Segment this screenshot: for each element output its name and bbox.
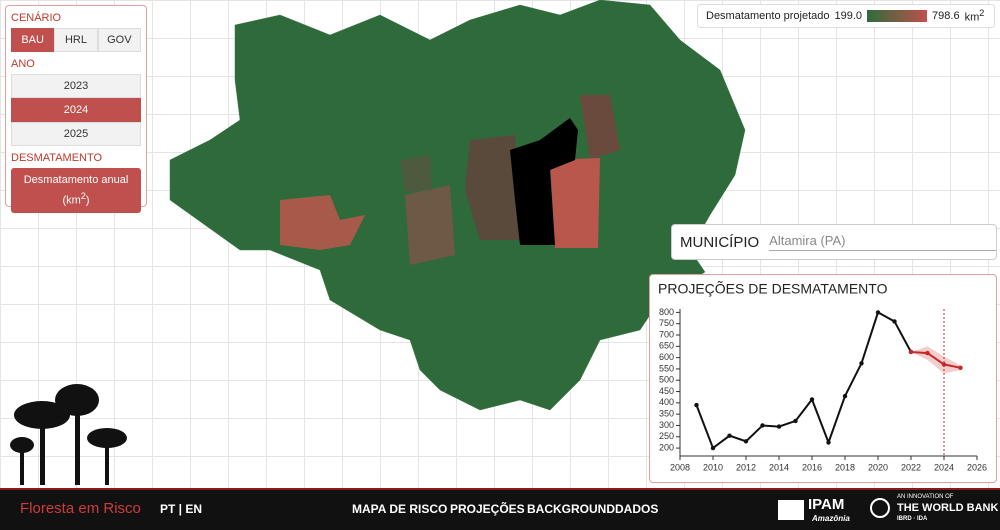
data-point xyxy=(743,439,749,444)
x-tick-label: 2010 xyxy=(703,462,723,472)
data-point xyxy=(908,349,914,355)
y-tick-label: 650 xyxy=(659,341,674,351)
municipio-input[interactable]: Altamira (PA) xyxy=(769,233,996,251)
municipality xyxy=(465,135,520,240)
ano-option[interactable]: 2025 xyxy=(11,122,141,146)
lang-switch[interactable]: PT | EN xyxy=(160,502,203,516)
data-point xyxy=(809,397,815,402)
ano-option[interactable]: 2023 xyxy=(11,74,141,98)
desmatamento-button[interactable]: Desmatamento anual (km2) xyxy=(11,168,141,213)
ipam-name: IPAM xyxy=(808,496,845,513)
data-point xyxy=(941,362,947,367)
y-tick-label: 600 xyxy=(659,352,674,362)
cenario-option[interactable]: GOV xyxy=(97,28,141,52)
data-point xyxy=(760,423,765,428)
worldbank-sub: IBRD · IDA xyxy=(897,516,928,522)
legend-unit: km2 xyxy=(965,8,985,24)
data-point xyxy=(892,319,897,324)
cenario-options: BAU HRL GOV xyxy=(11,28,141,52)
series-line xyxy=(695,310,912,450)
y-tick-label: 750 xyxy=(659,318,674,328)
y-tick-label: 400 xyxy=(659,397,674,407)
sidebar: CENÁRIO BAU HRL GOV ANO 2023 2024 2025 DESMA… xyxy=(5,5,147,213)
chart-title: PROJEÇÕES DE DESMATAMENTO xyxy=(658,281,888,297)
nav-item[interactable]: BACKGROUND xyxy=(527,502,615,516)
y-tick-label: 300 xyxy=(659,420,674,430)
x-tick-label: 2016 xyxy=(802,462,822,472)
data-point xyxy=(875,310,881,315)
x-tick-label: 2014 xyxy=(769,462,789,472)
ano-option[interactable]: 2024 xyxy=(11,98,141,122)
y-tick-label: 550 xyxy=(659,363,674,373)
nav-item[interactable]: MAPA DE RISCO xyxy=(352,502,448,516)
unit: (km xyxy=(62,194,81,207)
worldbank-pre: AN INNOVATION OF xyxy=(897,494,954,500)
data-point xyxy=(710,445,716,451)
municipality xyxy=(400,155,432,192)
data-point xyxy=(776,424,782,429)
data-point xyxy=(727,433,732,438)
data-point xyxy=(793,418,798,424)
y-tick-label: 700 xyxy=(659,329,674,339)
ano-options: 2023 2024 2025 xyxy=(11,74,141,146)
unit-power: 2 xyxy=(80,191,86,201)
y-tick-label: 500 xyxy=(659,375,674,385)
nav-item[interactable]: PROJEÇÕES xyxy=(450,502,525,516)
desmatamento-label: DESMATAMENTO xyxy=(11,152,103,164)
cenario-option[interactable]: HRL xyxy=(54,28,98,52)
tree-illustration xyxy=(10,384,127,485)
nav-item[interactable]: DADOS xyxy=(615,502,659,516)
unit: ) xyxy=(85,194,90,207)
data-point xyxy=(958,365,963,370)
x-tick-label: 2012 xyxy=(736,462,756,472)
y-tick-label: 200 xyxy=(659,442,674,452)
data-point xyxy=(842,393,848,399)
brand[interactable]: Floresta em Risco xyxy=(20,500,141,517)
municipio-panel: MUNICÍPIO Altamira (PA) xyxy=(671,224,997,260)
legend-min: 199.0 xyxy=(834,10,863,22)
x-tick-label: 2018 xyxy=(835,462,855,472)
x-tick-label: 2026 xyxy=(967,462,987,472)
legend-title: Desmatamento projetado xyxy=(706,10,830,22)
ipam-sub: Amazônia xyxy=(812,514,850,523)
worldbank-name: THE WORLD BANK xyxy=(897,502,999,514)
y-tick-label: 350 xyxy=(659,409,674,419)
x-tick-label: 2008 xyxy=(670,462,690,472)
legend-gradient xyxy=(867,10,928,22)
x-tick-label: 2024 xyxy=(934,462,954,472)
y-tick-label: 800 xyxy=(659,307,674,317)
map xyxy=(10,0,746,485)
legend: Desmatamento projetado 199.0 798.6 km2 xyxy=(697,4,995,28)
y-tick-label: 450 xyxy=(659,386,674,396)
chart-panel: PROJEÇÕES DE DESMATAMENTO 200 250 300 350 40… xyxy=(649,274,997,483)
ipam-icon xyxy=(778,500,804,520)
worldbank-icon xyxy=(870,498,890,518)
button-text: Desmatamento anual xyxy=(23,174,129,186)
municipio-label: MUNICÍPIO xyxy=(680,233,760,251)
municipality xyxy=(405,185,455,265)
data-point xyxy=(826,440,831,445)
cenario-label: CENÁRIO xyxy=(11,12,62,24)
x-tick-label: 2022 xyxy=(901,462,921,472)
cenario-option[interactable]: BAU xyxy=(11,28,55,52)
footer: Floresta em Risco PT | EN MAPA DE RISCO P… xyxy=(0,488,1000,530)
data-point xyxy=(859,361,864,366)
ano-label: ANO xyxy=(11,58,35,70)
municipality xyxy=(550,158,600,248)
municipality xyxy=(280,195,365,250)
municipality xyxy=(580,95,620,160)
data-point xyxy=(694,402,699,408)
legend-max: 798.6 xyxy=(932,10,960,22)
unit-power: 2 xyxy=(979,8,985,19)
series-line xyxy=(910,350,961,369)
y-tick-label: 250 xyxy=(659,431,674,441)
data-point xyxy=(925,350,930,356)
x-tick-label: 2020 xyxy=(868,462,888,472)
unit: km xyxy=(964,11,980,24)
municipality xyxy=(510,118,578,245)
